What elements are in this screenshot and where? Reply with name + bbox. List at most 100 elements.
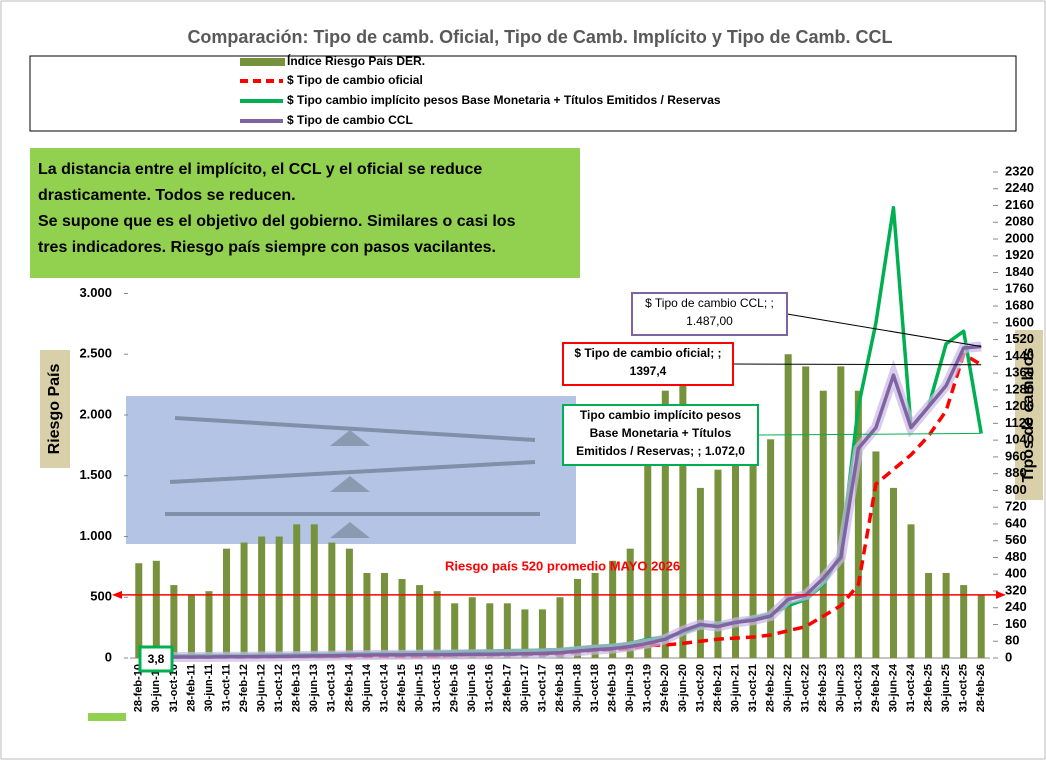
x-tick-label: 30-jun-19 [624, 664, 636, 712]
note-text: La distancia entre el implícito, el CCL … [38, 161, 482, 178]
bar [310, 524, 318, 658]
bar [451, 603, 459, 658]
bar [416, 585, 424, 658]
legend-swatch [240, 58, 285, 66]
y2-tick-label: 1680 [1005, 298, 1034, 313]
y2-tick-label: 1760 [1005, 281, 1034, 296]
callout-text: Tipo cambio implícito pesos [580, 408, 741, 422]
first-label-box [138, 645, 174, 673]
x-tick-label: 31-oct-12 [273, 664, 285, 712]
bar [275, 536, 283, 658]
callout-leader [757, 432, 982, 436]
y2-tick-label: 960 [1005, 448, 1027, 463]
bar [609, 560, 617, 658]
x-tick-label: 30-jun-16 [466, 664, 478, 712]
x-tick-label: 28-feb-11 [185, 664, 197, 712]
bar [977, 594, 985, 658]
x-tick-label: 28-feb-18 [554, 664, 566, 712]
y2-tick-label: 2160 [1005, 197, 1034, 212]
callout-leader [732, 363, 982, 366]
callout-box [631, 292, 788, 336]
x-tick-label: 28-feb-17 [501, 664, 513, 712]
x-tick-label: 31-oct-21 [747, 664, 759, 712]
y2-tick-label: 0 [1005, 649, 1012, 664]
bar [960, 585, 968, 658]
x-tick-label: 28-feb-15 [396, 664, 408, 712]
x-tick-label: 30-jun-15 [413, 664, 425, 712]
x-tick-label: 30-jun-18 [571, 664, 583, 712]
first-label: 3,8 [148, 652, 165, 666]
y2-tick-label: 240 [1005, 599, 1027, 614]
x-tick-label: 31-oct-10 [168, 664, 180, 712]
arrow [112, 590, 122, 599]
bar [258, 536, 266, 658]
x-tick-label: 28-feb-10 [133, 664, 145, 712]
series-line [138, 344, 982, 659]
x-tick-label: 30-jun-14 [361, 663, 373, 712]
bar [837, 366, 845, 658]
note-text: drasticamente. Todos se reducen. [38, 187, 296, 204]
x-tick-label: 30-jun-25 [940, 664, 952, 712]
bar [784, 354, 792, 658]
bar [767, 439, 775, 658]
x-tick-label: 28-feb-22 [765, 664, 777, 712]
bar [591, 572, 599, 658]
y2-axis-title: Tipos de cambios [1020, 347, 1037, 482]
y2-tick-label: 80 [1005, 633, 1019, 648]
chart-title: Comparación: Tipo de camb. Oficial, Tipo… [187, 27, 892, 47]
x-tick-label: 28-feb-26 [975, 664, 987, 712]
bar [205, 591, 213, 658]
bar [854, 390, 862, 658]
reference-label: Riesgo país 520 promedio MAYO 2026 [445, 558, 680, 573]
y2-tick-label: 160 [1005, 616, 1027, 631]
legend-label: $ Tipo de cambio CCL [287, 113, 413, 127]
legend [29, 55, 1017, 132]
y2-tick-label: 1120 [1005, 415, 1033, 430]
bar [696, 487, 704, 658]
y2-tick-label: 2320 [1005, 163, 1034, 178]
callout-text: $ Tipo de cambio CCL; ; [645, 296, 774, 310]
bar [802, 366, 810, 658]
y2-tick-label: 1360 [1005, 365, 1034, 380]
legend-label: Índice Riesgo País DER. [287, 53, 425, 68]
y-tick-label: 3.000 [79, 285, 112, 300]
bar [240, 542, 248, 658]
legend-key-box [88, 713, 126, 721]
bar [679, 366, 687, 658]
bar [749, 451, 757, 658]
y2label-bg [1015, 330, 1043, 500]
y2-tick-label: 1200 [1005, 398, 1034, 413]
x-tick-label: 30-jun-12 [256, 664, 268, 712]
bar [135, 563, 143, 658]
bar [819, 390, 827, 658]
x-tick-label: 31-oct-20 [694, 664, 706, 712]
y2-tick-label: 1600 [1005, 314, 1034, 329]
callout-text: 1397,4 [630, 364, 667, 378]
x-tick-label: 31-oct-16 [484, 664, 496, 712]
x-tick-label: 28-feb-21 [712, 664, 724, 712]
bar [942, 572, 950, 658]
bar [468, 597, 476, 658]
ylabel-bg [40, 350, 70, 468]
y-tick-label: 500 [90, 589, 112, 604]
bar [925, 572, 933, 658]
bar [574, 579, 582, 658]
legend-label: $ Tipo de cambio oficial [287, 73, 423, 87]
bar [626, 548, 634, 658]
bar [644, 415, 652, 658]
callout-text: 1.487,00 [686, 314, 733, 328]
arrow [996, 590, 1006, 599]
y2-tick-label: 480 [1005, 549, 1027, 564]
y2-tick-label: 560 [1005, 532, 1027, 547]
x-tick-label: 31-oct-13 [326, 664, 338, 712]
y2-tick-label: 720 [1005, 499, 1027, 514]
bar [345, 548, 353, 658]
bar [661, 390, 669, 658]
bar [293, 524, 301, 658]
y2-tick-label: 1040 [1005, 432, 1034, 447]
x-tick-label: 29-feb-20 [659, 664, 671, 712]
bar [223, 548, 231, 658]
bar [328, 542, 336, 658]
y-tick-label: 1.000 [79, 528, 112, 543]
